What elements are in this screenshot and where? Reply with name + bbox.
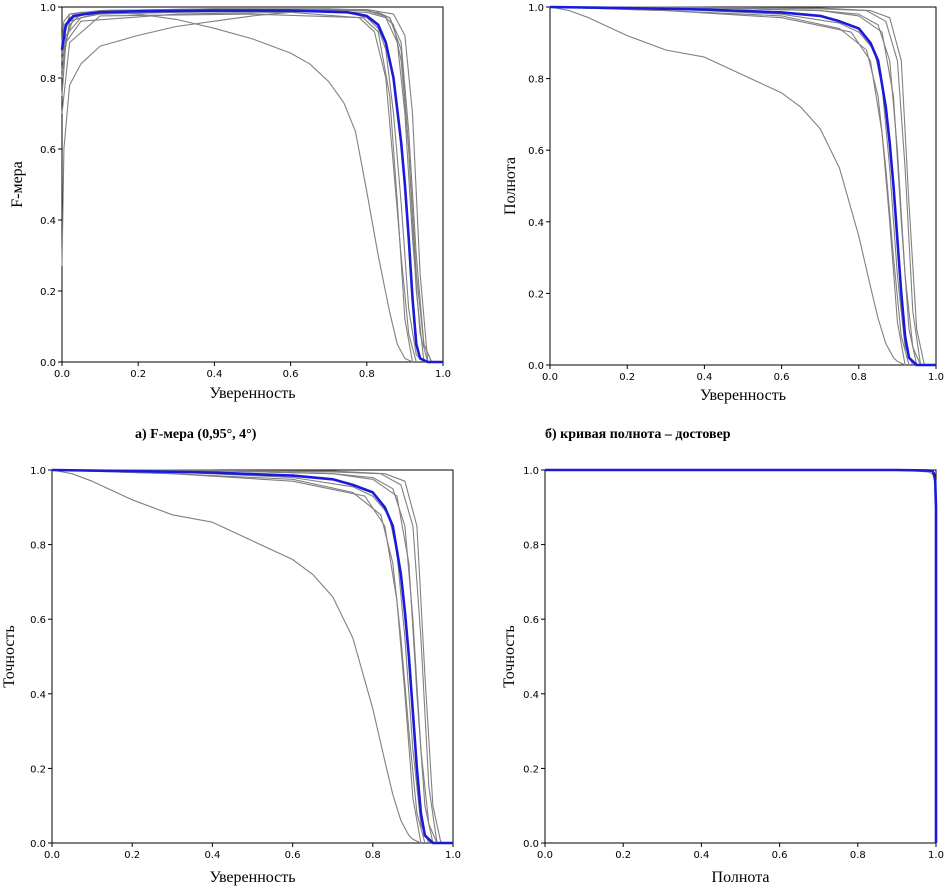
run-series-line: [61, 8, 425, 363]
y-tick-label: 0.6: [523, 615, 539, 626]
y-tick-label: 0.8: [30, 541, 46, 552]
x-tick-label: 0.4: [204, 850, 220, 861]
x-tick-label: 1.0: [445, 850, 461, 861]
x-tick-label: 0.0: [44, 850, 60, 861]
plot-frame: [544, 469, 937, 844]
x-tick-label: 1.0: [928, 850, 944, 861]
caption-b: б) кривая полнота – достовер: [545, 427, 731, 442]
y-tick-label: 0.4: [30, 690, 46, 701]
run-series-line: [51, 469, 438, 844]
run-series-line: [51, 469, 430, 844]
chart-panels: 0.0 0.2 0.4 0.6 0.8 1.0 0.0 0.2 0.4 0.6 0.8 1.0 Увер…: [1, 3, 944, 886]
run-series-line: [549, 6, 922, 366]
x-tick-label: 0.2: [130, 369, 146, 380]
y-tick-label: 0.8: [40, 74, 56, 85]
x-axis-label: Уверенность: [209, 869, 295, 886]
x-tick-label: 0.6: [285, 850, 301, 861]
y-tick-label: 1.0: [523, 466, 539, 477]
x-tick-label: 0.8: [850, 850, 866, 861]
run-series-line: [549, 6, 918, 366]
x-tick-label: 0.2: [615, 850, 631, 861]
run-series-line: [51, 469, 422, 844]
x-tick-label: 0.8: [359, 369, 375, 380]
run-series-line: [51, 469, 434, 844]
x-tick-label: 1.0: [435, 369, 451, 380]
y-tick-label: 0.0: [40, 358, 56, 369]
x-tick-label: 0.0: [542, 372, 558, 383]
chart-panel-bottom-right: 0.0 0.2 0.4 0.6 0.8 1.0 0.0 0.2 0.4 0.6 0.8 1.0 Полн…: [501, 466, 944, 886]
run-series-line: [61, 11, 413, 363]
x-tick-label: 0.4: [206, 369, 222, 380]
chart-panel-top-right: 0.0 0.2 0.4 0.6 0.8 1.0 0.0 0.2 0.4 0.6 0.8 1.0 Увер…: [502, 3, 944, 404]
run-series-line: [61, 11, 417, 363]
y-tick-label: 0.4: [528, 218, 544, 229]
x-tick-label: 0.6: [774, 372, 790, 383]
x-tick-label: 0.8: [365, 850, 381, 861]
run-series-line: [549, 6, 914, 366]
x-tick-label: 0.6: [772, 850, 788, 861]
run-series-line: [549, 6, 906, 366]
y-axis-label: Точность: [501, 625, 518, 688]
y-tick-label: 0.6: [528, 146, 544, 157]
mean-series-line: [545, 468, 938, 843]
chart-panel-top-left: 0.0 0.2 0.4 0.6 0.8 1.0 0.0 0.2 0.4 0.6 0.8 1.0 Увер…: [9, 3, 451, 402]
y-tick-label: 0.6: [30, 615, 46, 626]
run-series-line: [61, 10, 425, 363]
run-series-line: [549, 6, 906, 366]
run-series-line: [61, 10, 429, 363]
run-series-line: [51, 469, 426, 844]
run-series-line: [61, 10, 341, 267]
run-series-line: [61, 8, 429, 363]
run-series-line: [61, 8, 433, 363]
y-tick-label: 0.2: [523, 764, 539, 775]
y-tick-label: 0.6: [40, 145, 56, 156]
run-series-line: [61, 8, 433, 363]
y-axis-label: Точность: [1, 625, 18, 688]
run-series-line: [51, 469, 438, 844]
mean-series-line: [51, 468, 453, 845]
y-tick-label: 0.2: [30, 764, 46, 775]
x-axis-label: Полнота: [712, 869, 770, 886]
x-tick-label: 0.8: [851, 372, 867, 383]
y-tick-label: 1.0: [40, 3, 56, 14]
plot-frame: [61, 6, 444, 363]
run-series-line: [549, 6, 922, 366]
y-tick-label: 1.0: [30, 466, 46, 477]
run-series-line: [61, 13, 414, 363]
y-axis-label: Полнота: [502, 157, 519, 215]
y-tick-label: 0.0: [523, 839, 539, 850]
y-tick-label: 0.0: [30, 839, 46, 850]
y-tick-label: 0.4: [40, 216, 56, 227]
run-series-line: [545, 469, 937, 489]
run-series-line: [51, 469, 442, 844]
y-tick-label: 1.0: [528, 3, 544, 14]
x-axis-label: Уверенность: [700, 387, 786, 404]
mean-series-line: [549, 5, 936, 367]
run-series-line: [549, 6, 925, 366]
y-tick-label: 0.4: [523, 690, 539, 701]
y-tick-label: 0.2: [40, 287, 56, 298]
y-tick-label: 0.0: [528, 361, 544, 372]
y-tick-label: 0.8: [528, 75, 544, 86]
x-tick-label: 1.0: [928, 372, 944, 383]
x-tick-label: 0.2: [619, 372, 635, 383]
caption-a: а) F-мера (0,95°, 4°): [135, 427, 257, 442]
x-axis-label: Уверенность: [209, 385, 295, 402]
plot-frame: [549, 6, 937, 366]
run-series-line: [549, 6, 910, 366]
plot-frame: [51, 469, 454, 844]
x-tick-label: 0.2: [124, 850, 140, 861]
x-tick-label: 0.4: [693, 850, 709, 861]
x-tick-label: 0.6: [283, 369, 299, 380]
x-tick-label: 0.0: [54, 369, 70, 380]
chart-panel-bottom-left: 0.0 0.2 0.4 0.6 0.8 1.0 0.0 0.2 0.4 0.6 0.8 1.0 Увер…: [1, 466, 461, 886]
x-tick-label: 0.4: [696, 372, 712, 383]
x-tick-label: 0.0: [537, 850, 553, 861]
mean-series-line: [60, 9, 443, 364]
y-tick-label: 0.2: [528, 289, 544, 300]
run-series-line: [51, 469, 422, 844]
y-axis-label: F-мера: [9, 161, 26, 208]
y-tick-label: 0.8: [523, 541, 539, 552]
